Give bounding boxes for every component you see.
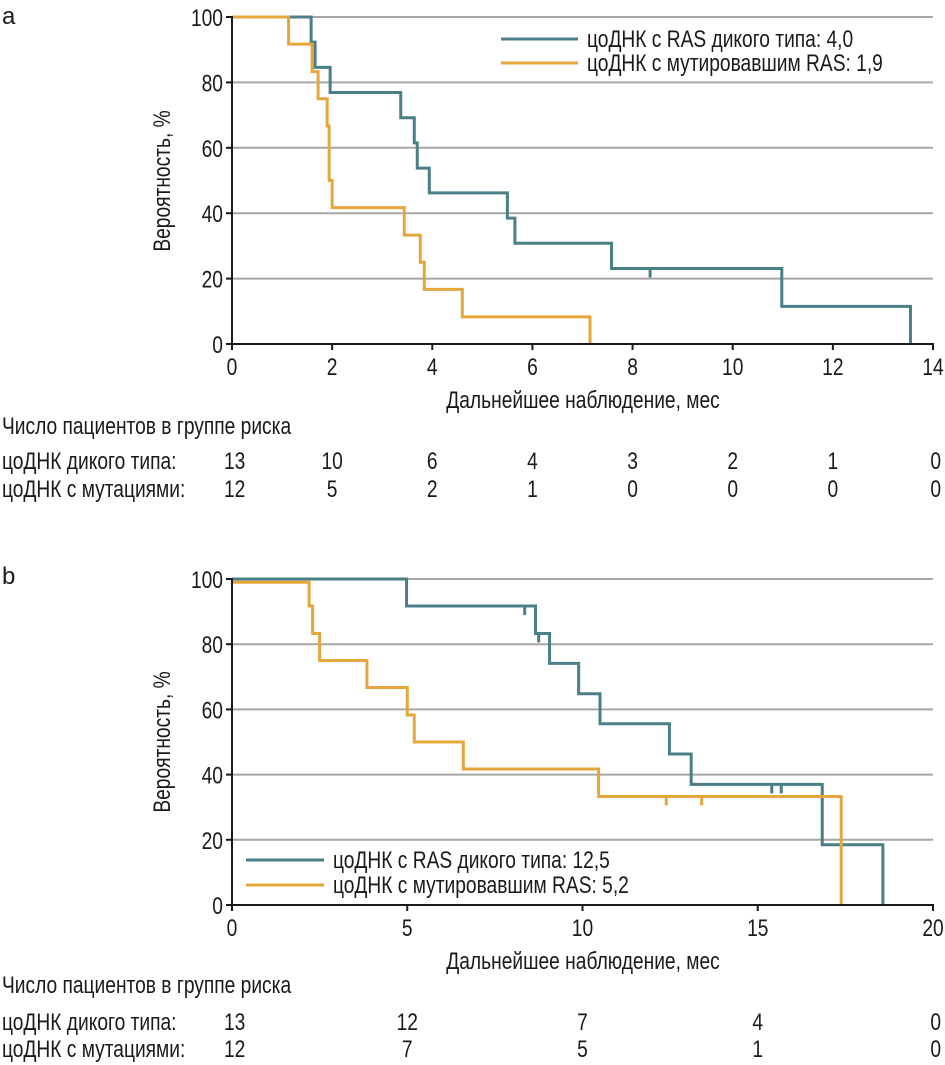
- risk-row-label-wild-type: цоДНК дикого типа:: [2, 447, 176, 475]
- x-tick-label: 8: [627, 353, 638, 381]
- x-tick-label: 6: [527, 353, 538, 381]
- risk-row-label-mutant: цоДНК с мутациями:: [2, 475, 185, 503]
- risk-table: Число пациентов в группе риска цоДНК дик…: [2, 412, 941, 503]
- risk-count: 0: [828, 475, 839, 503]
- x-tick-label: 5: [402, 914, 413, 942]
- axes: 0 20 40 60 80 100 0 5 10 15 20: [191, 566, 944, 942]
- risk-row-label-wild-type: цоДНК дикого типа:: [2, 1008, 176, 1036]
- risk-count: 5: [327, 475, 338, 503]
- legend: цоДНК с RAS дикого типа: 12,5 цоДНК с му…: [240, 844, 640, 902]
- y-axis-title: Вероятность, %: [148, 671, 176, 812]
- risk-count: 12: [224, 475, 245, 503]
- risk-count: 0: [930, 475, 941, 503]
- risk-count: 4: [527, 447, 538, 475]
- risk-row-label-mutant: цоДНК с мутациями:: [2, 1035, 185, 1063]
- risk-count: 12: [397, 1008, 418, 1036]
- legend-label-wild-type: цоДНК с RAS дикого типа: 4,0: [587, 25, 853, 53]
- x-axis-title: Дальнейшее наблюдение, мес: [446, 386, 720, 414]
- survival-curve-mutant: [232, 580, 843, 905]
- gridlines: [232, 578, 933, 841]
- risk-table: Число пациентов в группе риска цоДНК дик…: [2, 971, 941, 1063]
- x-tick-label: 15: [747, 914, 768, 942]
- y-tick-label: 100: [191, 4, 223, 32]
- x-tick-label: 10: [722, 353, 743, 381]
- x-tick-label: 20: [922, 914, 943, 942]
- legend-background: [490, 20, 935, 80]
- risk-count: 0: [930, 447, 941, 475]
- risk-count: 2: [427, 475, 438, 503]
- panel-label: b: [2, 563, 15, 590]
- legend-label-mutant: цоДНК с мутировавшим RAS: 5,2: [333, 871, 629, 899]
- risk-count: 0: [930, 1035, 941, 1063]
- y-tick-label: 60: [202, 135, 223, 163]
- y-tick-label: 20: [202, 266, 223, 294]
- y-tick-label: 20: [202, 827, 223, 855]
- y-tick-label: 40: [202, 762, 223, 790]
- risk-count: 0: [930, 1008, 941, 1036]
- x-tick-label: 14: [922, 353, 943, 381]
- risk-count: 0: [627, 475, 638, 503]
- x-tick-label: 0: [227, 353, 238, 381]
- panel-a: a Дальнейшее наблюдение, мес Вероятность…: [2, 3, 944, 503]
- x-tick-label: 10: [572, 914, 593, 942]
- y-tick-label: 40: [202, 200, 223, 228]
- risk-count: 12: [224, 1035, 245, 1063]
- risk-count: 4: [752, 1008, 763, 1036]
- risk-count: 7: [577, 1008, 588, 1036]
- risk-count: 13: [224, 1008, 245, 1036]
- panel-label: a: [2, 3, 16, 30]
- risk-count: 6: [427, 447, 438, 475]
- risk-count: 3: [627, 447, 638, 475]
- legend-label-wild-type: цоДНК с RAS дикого типа: 12,5: [333, 846, 610, 874]
- legend-background: [240, 844, 640, 902]
- risk-count: 5: [577, 1035, 588, 1063]
- x-tick-label: 0: [227, 914, 238, 942]
- legend: цоДНК с RAS дикого типа: 4,0 цоДНК с мут…: [490, 20, 935, 80]
- panel-b: b Дальнейшее наблюдение, мес Вероятность…: [2, 563, 944, 1063]
- survival-curve-mutant: [232, 15, 592, 344]
- y-axis-title: Вероятность, %: [148, 110, 176, 251]
- y-tick-label: 80: [202, 631, 223, 659]
- survival-curves: [232, 577, 885, 905]
- y-tick-label: 100: [191, 566, 223, 594]
- x-tick-label: 12: [822, 353, 843, 381]
- legend-label-mutant: цоДНК с мутировавшим RAS: 1,9: [587, 49, 883, 77]
- risk-table-title: Число пациентов в группе риска: [2, 971, 292, 999]
- risk-count: 10: [321, 447, 342, 475]
- risk-count: 0: [727, 475, 738, 503]
- risk-count: 13: [224, 447, 245, 475]
- y-tick-label: 60: [202, 696, 223, 724]
- risk-count: 1: [752, 1035, 763, 1063]
- survival-curve-wild-type: [232, 577, 885, 905]
- risk-count: 7: [402, 1035, 413, 1063]
- gridlines: [232, 16, 933, 280]
- y-tick-label: 80: [202, 69, 223, 97]
- y-tick-label: 0: [212, 331, 223, 359]
- survival-curve-wild-type: [232, 15, 912, 344]
- risk-count: 1: [527, 475, 538, 503]
- y-tick-label: 0: [212, 892, 223, 920]
- survival-curves: [232, 15, 912, 344]
- risk-table-title: Число пациентов в группе риска: [2, 412, 292, 440]
- x-tick-label: 2: [327, 353, 338, 381]
- risk-count: 2: [727, 447, 738, 475]
- x-tick-label: 4: [427, 353, 438, 381]
- risk-count: 1: [828, 447, 839, 475]
- x-axis-title: Дальнейшее наблюдение, мес: [446, 947, 720, 975]
- axes: 0 20 40 60 80 100 0 2 4 6 8 10 12 14: [191, 4, 944, 381]
